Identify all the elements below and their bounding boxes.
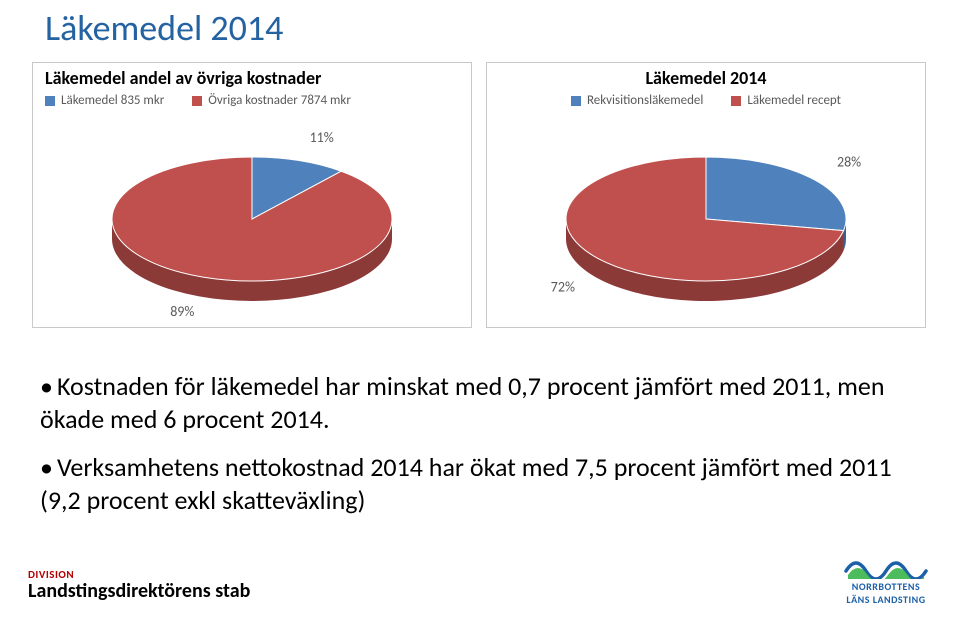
chart1-legend: Läkemedel 835 mkr Övriga kostnader 7874 …	[45, 93, 351, 108]
bullet-item: Kostnaden för läkemedel har minskat med …	[40, 370, 900, 437]
svg-text:11%: 11%	[310, 129, 334, 146]
legend-label: Övriga kostnader 7874 mkr	[208, 93, 351, 108]
legend-item: Läkemedel 835 mkr	[45, 93, 164, 108]
logo-text-line2: LÄNS LANDSTING	[844, 594, 928, 605]
svg-text:28%: 28%	[837, 154, 861, 171]
logo-text-line1: NORRBOTTENS	[844, 581, 928, 592]
svg-text:89%: 89%	[170, 303, 194, 320]
legend-label: Läkemedel 835 mkr	[61, 93, 164, 108]
chart2-title: Läkemedel 2014	[487, 67, 925, 89]
chart1-pie: 11% 89%	[33, 123, 471, 321]
legend-swatch	[45, 96, 55, 106]
chart2-pie: 28% 72%	[487, 123, 925, 321]
chart-lakemedel-2014: Läkemedel 2014 Rekvisitionsläkemedel Läk…	[486, 62, 926, 328]
legend-swatch	[192, 96, 202, 106]
legend-swatch	[571, 96, 581, 106]
chart-cost-share: Läkemedel andel av övriga kostnader Läke…	[32, 62, 472, 328]
legend-item: Läkemedel recept	[731, 93, 841, 108]
charts-row: Läkemedel andel av övriga kostnader Läke…	[32, 62, 926, 328]
bullet-list: Kostnaden för läkemedel har minskat med …	[40, 370, 900, 531]
legend-swatch	[731, 96, 741, 106]
footer-department: Landstingsdirektörens stab	[28, 579, 250, 603]
chart1-title: Läkemedel andel av övriga kostnader	[45, 67, 321, 89]
legend-item: Rekvisitionsläkemedel	[571, 93, 703, 108]
wave-icon	[844, 551, 928, 579]
svg-text:72%: 72%	[551, 278, 575, 295]
footer-block: DIVISION Landstingsdirektörens stab	[28, 568, 250, 603]
norrbottens-logo: NORRBOTTENS LÄNS LANDSTING	[844, 551, 928, 605]
legend-item: Övriga kostnader 7874 mkr	[192, 93, 351, 108]
page-title: Läkemedel 2014	[45, 6, 283, 50]
chart2-legend: Rekvisitionsläkemedel Läkemedel recept	[487, 93, 925, 108]
bullet-item: Verksamhetens nettokostnad 2014 har ökat…	[40, 451, 900, 518]
legend-label: Rekvisitionsläkemedel	[587, 93, 703, 108]
legend-label: Läkemedel recept	[747, 93, 841, 108]
